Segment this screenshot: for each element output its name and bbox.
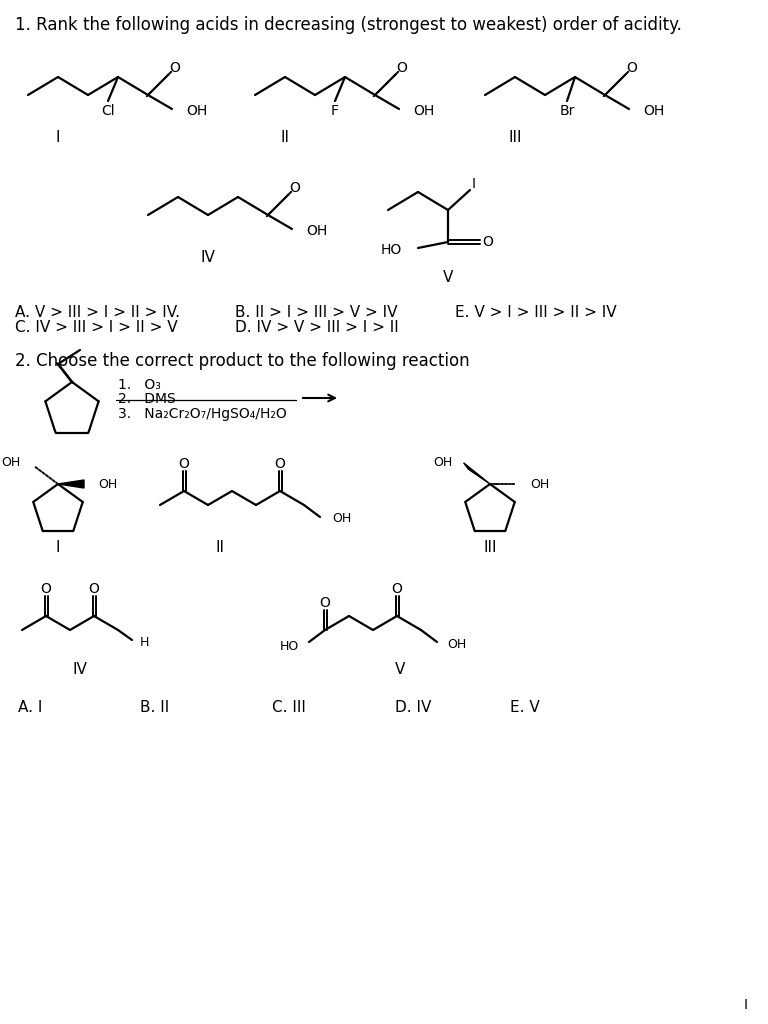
Text: III: III xyxy=(483,541,497,555)
Text: O: O xyxy=(482,234,493,249)
Text: O: O xyxy=(170,61,180,75)
Text: OH: OH xyxy=(432,456,452,469)
Text: 2. Choose the correct product to the following reaction: 2. Choose the correct product to the fol… xyxy=(15,352,469,370)
Text: V: V xyxy=(395,663,406,678)
Text: II: II xyxy=(280,129,290,144)
Text: D. IV > V > III > I > II: D. IV > V > III > I > II xyxy=(235,319,399,335)
Text: H: H xyxy=(140,637,149,649)
Text: O: O xyxy=(275,457,286,471)
Text: 1. Rank the following acids in decreasing (strongest to weakest) order of acidit: 1. Rank the following acids in decreasin… xyxy=(15,16,682,34)
Text: A. I: A. I xyxy=(18,700,42,715)
Text: I: I xyxy=(56,129,60,144)
Text: I: I xyxy=(744,998,748,1012)
Text: 3.   Na₂Cr₂O₇/HgSO₄/H₂O: 3. Na₂Cr₂O₇/HgSO₄/H₂O xyxy=(118,407,286,421)
Text: V: V xyxy=(443,270,453,286)
Text: OH: OH xyxy=(530,477,549,490)
Text: OH: OH xyxy=(332,512,351,525)
Text: Br: Br xyxy=(559,104,574,118)
Text: O: O xyxy=(88,582,99,596)
Text: OH: OH xyxy=(98,477,118,490)
Text: 1.   O₃: 1. O₃ xyxy=(118,378,161,392)
Text: IV: IV xyxy=(72,663,88,678)
Text: O: O xyxy=(319,596,330,610)
Text: OH: OH xyxy=(186,104,207,118)
Text: HO: HO xyxy=(381,243,402,257)
Text: OH: OH xyxy=(1,456,20,469)
Text: E. V > I > III > II > IV: E. V > I > III > II > IV xyxy=(455,305,617,319)
Text: HO: HO xyxy=(280,640,299,652)
Text: B. II: B. II xyxy=(140,700,169,715)
Text: III: III xyxy=(508,129,521,144)
Text: C. IV > III > I > II > V: C. IV > III > I > II > V xyxy=(15,319,177,335)
Polygon shape xyxy=(58,480,84,488)
Text: O: O xyxy=(396,61,408,75)
Text: C. III: C. III xyxy=(272,700,306,715)
Text: IV: IV xyxy=(200,250,216,264)
Text: O: O xyxy=(627,61,637,75)
Text: A. V > III > I > II > IV.: A. V > III > I > II > IV. xyxy=(15,305,180,319)
Text: 2.   DMS: 2. DMS xyxy=(118,392,176,406)
Text: O: O xyxy=(392,582,402,596)
Text: B. II > I > III > V > IV: B. II > I > III > V > IV xyxy=(235,305,398,319)
Text: OH: OH xyxy=(643,104,664,118)
Text: O: O xyxy=(179,457,190,471)
Text: E. V: E. V xyxy=(510,700,540,715)
Text: OH: OH xyxy=(306,224,327,238)
Text: OH: OH xyxy=(447,639,466,651)
Text: D. IV: D. IV xyxy=(395,700,432,715)
Text: F: F xyxy=(331,104,339,118)
Text: I: I xyxy=(472,177,476,191)
Text: II: II xyxy=(216,540,224,555)
Text: O: O xyxy=(41,582,51,596)
Polygon shape xyxy=(464,463,490,484)
Text: I: I xyxy=(56,541,60,555)
Text: OH: OH xyxy=(413,104,434,118)
Text: Cl: Cl xyxy=(101,104,114,118)
Text: O: O xyxy=(290,181,300,195)
